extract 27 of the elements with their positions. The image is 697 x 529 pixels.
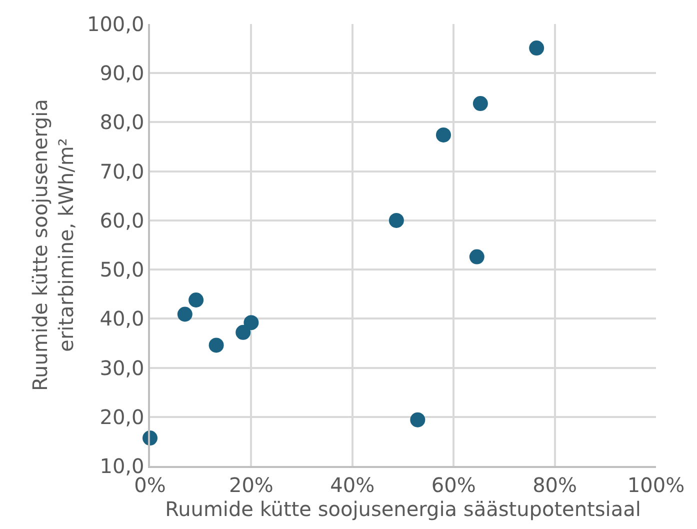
x-tick-label: 80%	[532, 472, 578, 497]
y-tick-label: 70,0	[100, 159, 144, 184]
point	[208, 338, 224, 353]
y-tick-label: 20,0	[100, 404, 144, 429]
y-tick-label: 80,0	[100, 110, 144, 134]
y-tick-label: 40,0	[100, 306, 144, 331]
y-tick-label: 90,0	[100, 61, 144, 86]
x-axis-title: Ruumide kütte soojusenergia säästupotentsiaal	[165, 496, 641, 521]
point	[188, 292, 204, 308]
x-tick-label: 60%	[431, 472, 476, 497]
y-tick-label: 50,0	[100, 258, 144, 282]
x-tick-label: 20%	[228, 472, 274, 497]
y-tick-label: 100,0	[86, 12, 144, 36]
x-tick-label: 100%	[627, 472, 685, 497]
y-tick-label: 30,0	[100, 356, 144, 380]
point	[410, 412, 426, 428]
point	[472, 96, 488, 112]
point	[388, 212, 404, 228]
y-tick-label: 60,0	[100, 208, 144, 232]
x-tick-label: 40%	[330, 472, 375, 497]
point	[244, 315, 259, 330]
point	[436, 127, 451, 142]
y-axis-title: Ruumide kütte soojusenergia eritarbimine, kWh/m²	[28, 99, 78, 391]
point	[236, 324, 251, 340]
point	[469, 249, 484, 264]
point	[177, 306, 192, 322]
point	[529, 40, 544, 56]
